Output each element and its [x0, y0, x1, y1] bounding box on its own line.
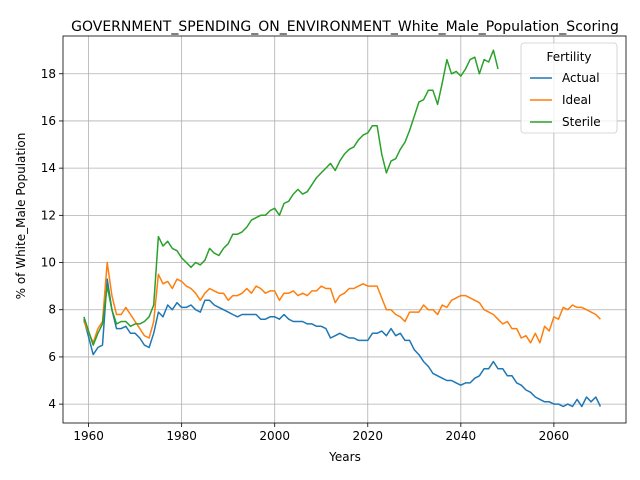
x-tick-label: 1960 — [73, 429, 104, 443]
chart-title: GOVERNMENT_SPENDING_ON_ENVIRONMENT_White… — [71, 19, 619, 35]
x-tick-label: 1980 — [166, 429, 197, 443]
plot-area-frame — [62, 35, 627, 424]
series-lines — [83, 49, 602, 408]
y-tick-label: 18 — [41, 67, 56, 81]
series-line-actual — [83, 278, 602, 408]
legend-label-actual: Actual — [562, 71, 600, 85]
grid — [63, 36, 626, 423]
legend: Fertility Actual Ideal Sterile — [520, 42, 618, 134]
y-tick-label: 16 — [41, 114, 56, 128]
series-line-ideal — [83, 261, 601, 344]
y-axis-ticks: 4 6 8 10 12 14 16 18 — [41, 67, 63, 411]
legend-title: Fertility — [546, 50, 591, 64]
x-tick-label: 2040 — [446, 429, 477, 443]
y-axis-label: % of White_Male Population — [14, 133, 28, 300]
series-line-sterile — [83, 49, 499, 346]
legend-box — [520, 42, 618, 134]
x-tick-label: 2020 — [352, 429, 383, 443]
y-tick-label: 8 — [48, 303, 56, 317]
y-tick-label: 10 — [41, 256, 56, 270]
x-tick-label: 2000 — [259, 429, 290, 443]
x-axis-label: Years — [328, 450, 361, 464]
legend-label-sterile: Sterile — [562, 115, 601, 129]
y-tick-label: 4 — [48, 397, 56, 411]
y-tick-label: 14 — [41, 161, 56, 175]
legend-label-ideal: Ideal — [562, 93, 591, 107]
x-axis-ticks: 1960 1980 2000 2020 2040 2060 — [73, 423, 569, 443]
y-tick-label: 6 — [48, 350, 56, 364]
legend-entries: Actual Ideal Sterile — [530, 71, 601, 129]
y-tick-label: 12 — [41, 208, 56, 222]
x-tick-label: 2060 — [539, 429, 570, 443]
